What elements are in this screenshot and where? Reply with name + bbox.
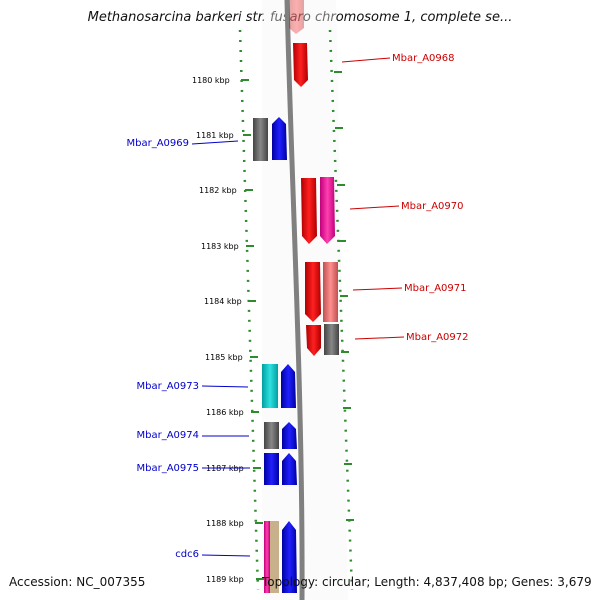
topology-text: Topology: circular; Length: 4,837,408 bp… <box>262 575 592 589</box>
label-connector <box>191 140 239 145</box>
gene-feature-Mbar_A0975-neighbor[interactable] <box>282 453 297 485</box>
gene-label-Mbar_A0971[interactable]: Mbar_A0971 <box>404 283 467 294</box>
gene-feature-top-partial[interactable] <box>289 0 304 34</box>
gene-feature-Mbar_A0972[interactable] <box>306 325 321 356</box>
gene-label-Mbar_A0974[interactable]: Mbar_A0974 <box>136 430 199 441</box>
gene-feature-Mbar_A0971[interactable] <box>305 262 321 322</box>
tick-label: 1189 kbp <box>206 575 244 584</box>
tick-label: 1184 kbp <box>204 297 242 306</box>
gene-label-Mbar_A0975[interactable]: Mbar_A0975 <box>136 463 199 474</box>
label-connector <box>341 57 391 63</box>
gene-feature-cdc6-a[interactable] <box>264 521 270 593</box>
gene-feature-Mbar_A0971-neighbor[interactable] <box>323 262 338 322</box>
tick-label: 1188 kbp <box>206 519 244 528</box>
gene-feature-Mbar_A0969[interactable] <box>272 117 287 160</box>
label-connector <box>354 336 405 340</box>
tick-marks-right <box>334 71 354 521</box>
label-connector <box>349 205 400 210</box>
ruler-left <box>238 29 260 591</box>
label-connector <box>352 287 403 291</box>
gene-feature-cdc6-b[interactable] <box>270 521 279 593</box>
tick-label: 1182 kbp <box>199 186 237 195</box>
tick-label: 1186 kbp <box>206 408 244 417</box>
gene-label-Mbar_A0969[interactable]: Mbar_A0969 <box>126 138 189 149</box>
gene-feature-Mbar_A0973-neighbor[interactable] <box>281 364 296 408</box>
tick-label: 1180 kbp <box>192 76 230 85</box>
gene-label-Mbar_A0968[interactable]: Mbar_A0968 <box>392 53 455 64</box>
gene-label-Mbar_A0972[interactable]: Mbar_A0972 <box>406 332 469 343</box>
label-connector <box>201 385 249 388</box>
gene-label-Mbar_A0970[interactable]: Mbar_A0970 <box>401 201 464 212</box>
gene-feature-Mbar_A0969-neighbor[interactable] <box>253 118 268 161</box>
tick-label: 1185 kbp <box>205 353 243 362</box>
gene-feature-Mbar_A0974[interactable] <box>264 422 279 449</box>
chromosome-backbone <box>284 0 305 600</box>
gene-feature-Mbar_A0975[interactable] <box>264 453 279 485</box>
gene-feature-Mbar_A0973[interactable] <box>262 364 278 408</box>
tick-label: 1183 kbp <box>201 242 239 251</box>
gene-feature-Mbar_A0974-neighbor[interactable] <box>282 422 297 449</box>
gene-feature-Mbar_A0970[interactable] <box>301 178 317 244</box>
gene-feature-Mbar_A0968[interactable] <box>293 43 308 87</box>
label-connector <box>201 554 251 557</box>
ruler-right <box>328 29 354 591</box>
tick-marks-left <box>241 79 264 580</box>
accession-text: Accession: NC_007355 <box>9 575 146 589</box>
gene-feature-Mbar_A0970-neighbor[interactable] <box>320 177 335 244</box>
tick-label: 1181 kbp <box>196 131 234 140</box>
gene-label-Mbar_A0973[interactable]: Mbar_A0973 <box>136 381 199 392</box>
gene-label-cdc6[interactable]: cdc6 <box>175 549 199 560</box>
gene-feature-Mbar_A0972-neighbor[interactable] <box>324 324 339 355</box>
gene-feature-cdc6[interactable] <box>282 521 297 593</box>
